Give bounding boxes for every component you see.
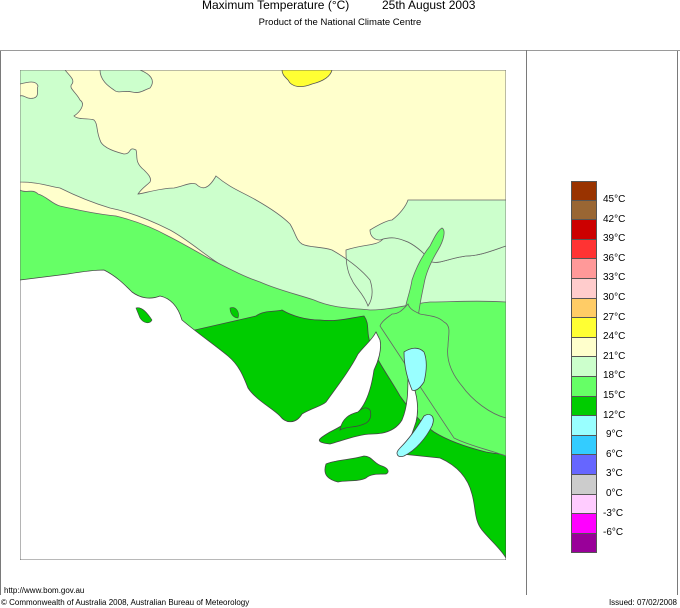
band-18-21-se	[379, 303, 506, 457]
band-21-24-north	[99, 70, 153, 93]
legend-swatch	[571, 514, 597, 534]
legend-label: 45°C	[603, 194, 626, 205]
legend-label: 15°C	[603, 390, 626, 401]
copyright-notice: © Commonwealth of Australia 2008, Austra…	[1, 598, 250, 607]
legend-label: 39°C	[603, 233, 626, 245]
legend-divider	[526, 50, 527, 595]
map-title: Maximum Temperature (°C)	[202, 0, 350, 12]
legend-swatch	[571, 435, 597, 456]
legend-label: 24°C	[603, 331, 626, 343]
legend-swatch	[571, 200, 597, 221]
legend-swatch	[571, 533, 597, 554]
legend-swatch	[571, 396, 597, 417]
legend-label: 27°C	[603, 311, 626, 323]
legend-label: 9°C	[606, 429, 623, 441]
legend-label: 36°C	[603, 252, 626, 264]
frame-top-line	[0, 50, 680, 51]
legend-swatch	[571, 376, 597, 397]
band-12-15-coorong	[396, 414, 434, 457]
legend-swatch	[571, 337, 597, 358]
island	[229, 307, 239, 319]
island	[135, 307, 153, 324]
map-subtitle: Product of the National Climate Centre	[258, 17, 422, 28]
legend-label: 42°C	[603, 213, 626, 225]
issued-date: Issued: 07/02/2008	[608, 598, 677, 607]
legend-label: -6°C	[603, 527, 624, 539]
source-url[interactable]: http://www.bom.gov.au	[4, 586, 85, 595]
color-legend	[571, 181, 597, 554]
legend-swatch	[571, 259, 597, 279]
legend-swatch	[571, 455, 597, 475]
legend-swatch	[571, 474, 597, 495]
legend-swatch	[571, 298, 597, 319]
yorke-peninsula-tip	[339, 407, 372, 431]
map-date: 25th August 2003	[382, 0, 476, 12]
band-21-24-ne	[369, 199, 506, 263]
legend-label: 6°C	[606, 448, 623, 460]
legend-swatch	[571, 181, 597, 201]
legend-swatch	[571, 220, 597, 240]
legend-swatch	[571, 239, 597, 260]
band-27-30	[281, 70, 333, 88]
legend-label: -3°C	[603, 507, 624, 519]
legend-swatch	[571, 416, 597, 436]
legend-label: 33°C	[603, 272, 626, 284]
temperature-map	[20, 70, 506, 560]
band-18-21-tongue	[403, 227, 445, 319]
map-svg	[20, 70, 506, 560]
legend-label: 12°C	[603, 409, 626, 421]
legend-label: 30°C	[603, 292, 626, 303]
legend-label: 21°C	[603, 350, 626, 362]
title-bar: Maximum Temperature (°C) 25th August 200…	[0, 0, 680, 14]
legend-label: 18°C	[603, 370, 626, 382]
legend-swatch	[571, 494, 597, 515]
band-12-15-lake	[403, 347, 427, 391]
legend-swatch	[571, 357, 597, 377]
band-24-27-pocket	[20, 81, 39, 99]
legend-swatch	[571, 278, 597, 299]
legend-swatch	[571, 318, 597, 338]
legend-label: 3°C	[606, 468, 623, 480]
legend-label: 0°C	[606, 488, 623, 499]
kangaroo-island	[324, 455, 389, 483]
